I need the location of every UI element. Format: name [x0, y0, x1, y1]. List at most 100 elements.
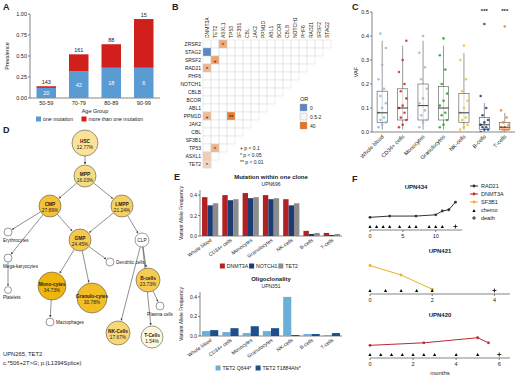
sig-legend: ** p < 0.01 — [240, 159, 264, 165]
bar — [294, 203, 299, 236]
caption: UPN265, TET2 — [3, 351, 42, 357]
point — [403, 83, 406, 86]
node-value: 12.77% — [77, 145, 94, 150]
empty-cell — [203, 104, 211, 112]
legend-label: chemo — [481, 207, 498, 213]
row-label: ASXL1 — [185, 153, 201, 159]
y-tick — [370, 132, 372, 133]
bar — [274, 198, 279, 236]
colorbar-label: 0 — [310, 105, 313, 111]
empty-cell — [283, 64, 291, 72]
empty-cell — [251, 48, 259, 56]
cell-node — [136, 268, 160, 292]
point — [401, 124, 404, 127]
x-axis — [372, 132, 515, 133]
empty-cell — [267, 96, 275, 104]
x-tick-label: 70-79 — [72, 100, 86, 106]
y-axis-title: Variant Allele Frequency — [178, 287, 184, 341]
empty-cell — [275, 88, 283, 96]
y-tick — [28, 56, 30, 57]
point — [442, 100, 445, 103]
node-value: 30.78% — [84, 300, 101, 305]
x-tick-label: 4 — [493, 297, 496, 303]
legend-marker — [473, 193, 476, 196]
x-tick-label: B-cells — [471, 133, 487, 149]
bar — [222, 332, 230, 336]
point — [385, 102, 388, 105]
chemo-marker — [408, 225, 411, 228]
empty-cell — [299, 64, 307, 72]
bar — [263, 331, 271, 336]
marker — [400, 274, 403, 277]
x-tick-label: 10 — [433, 233, 439, 239]
bar — [253, 197, 258, 236]
point — [444, 68, 447, 71]
empty-cell — [259, 80, 267, 88]
col-label: NOTCH1 — [292, 17, 298, 38]
empty-cell — [203, 80, 211, 88]
cell-node — [4, 228, 12, 236]
point — [502, 128, 505, 131]
point — [459, 59, 462, 62]
edge — [12, 212, 40, 230]
cell — [203, 112, 211, 120]
chemo-marker — [400, 289, 403, 292]
point — [385, 121, 388, 124]
marker — [369, 216, 372, 219]
empty-cell — [219, 128, 227, 136]
empty-cell — [203, 128, 211, 136]
point — [403, 112, 406, 115]
cell-sig: * — [222, 42, 225, 48]
x-tick-label: Granulocytes — [419, 133, 446, 160]
x-tick-label: CD34+ cells — [207, 337, 233, 358]
y-axis-title: Prevalence — [4, 42, 10, 70]
point — [381, 64, 384, 67]
colorbar-label: 0.5-2 — [310, 114, 322, 120]
point — [483, 121, 486, 124]
point — [424, 66, 427, 69]
colorbar-title: OR — [300, 96, 308, 102]
empty-cell — [203, 136, 211, 144]
chemo-marker — [431, 289, 434, 292]
point — [405, 97, 408, 100]
chemo-marker — [476, 353, 479, 356]
cell — [203, 160, 211, 168]
x-tick-label: CD34+ cells — [380, 133, 405, 158]
empty-cell — [203, 56, 211, 64]
empty-cell — [219, 120, 227, 128]
panel-title: UPN421 — [429, 248, 452, 254]
x-tick-label: 4 — [455, 361, 458, 367]
empty-cell — [251, 80, 259, 88]
box — [377, 91, 387, 122]
bar — [202, 331, 210, 336]
col-label: ASXL1 — [220, 22, 226, 38]
x-tick-label: 80-89 — [104, 100, 118, 106]
chemo-marker — [390, 353, 393, 356]
bar — [207, 205, 212, 236]
point — [381, 107, 384, 110]
y-tick-label: 0.00 — [16, 95, 27, 101]
y-tick-label: 0.5 — [361, 9, 369, 15]
cell — [203, 64, 211, 72]
empty-cell — [219, 96, 227, 104]
empty-cell — [251, 104, 259, 112]
legend-label: RAD21 — [481, 183, 499, 189]
cell-node — [156, 302, 164, 310]
node-label: Mono-cytes — [39, 282, 66, 287]
x-tick-label: 6 — [498, 361, 501, 367]
bar — [283, 297, 291, 336]
panel-label: D — [3, 125, 10, 135]
empty-cell — [283, 40, 291, 48]
legend-line — [470, 186, 478, 187]
point — [479, 131, 482, 132]
x-tick-label: 50-59 — [39, 100, 53, 106]
y-tick-label: 0.0 — [190, 333, 197, 339]
legend-line — [470, 194, 478, 195]
y-tick-label: 0.3 — [361, 57, 369, 63]
row-label: CBL — [191, 129, 201, 135]
point — [422, 35, 425, 38]
empty-cell — [251, 112, 259, 120]
panel-label: C — [352, 2, 359, 12]
empty-cell — [227, 136, 235, 144]
chemo-marker — [411, 353, 414, 356]
